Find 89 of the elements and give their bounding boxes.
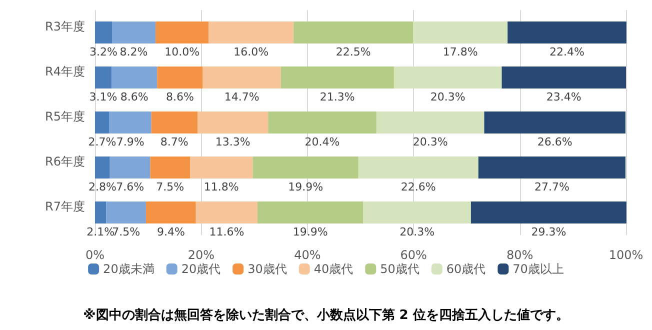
data-label: 2.1% [86,226,115,238]
y-tick-label: R4年度 [45,64,85,78]
bar [196,202,258,224]
data-label: 20.3% [400,226,435,238]
bar [95,22,112,44]
bar [394,66,502,88]
data-label: 7.9% [116,136,144,148]
data-label: 22.6% [400,180,436,194]
data-label: 13.3% [215,136,250,148]
data-label: 27.7% [534,180,570,194]
data-label: 23.4% [546,90,582,104]
data-label: 19.9% [292,226,328,238]
bar [95,156,110,178]
bar [95,66,112,88]
data-label: 11.8% [204,180,239,194]
text: ※図中の割合は無回答を除いた割合で、小数点以下第 2 位を四捨五入した値です。 [83,307,569,323]
data-label: 10.0% [164,46,200,58]
bar [268,112,376,134]
bar [156,22,209,44]
bar [294,22,414,44]
data-label: 21.3% [320,90,355,104]
data-label: 17.8% [442,46,478,58]
data-label: 3.1% [89,90,118,104]
bar [111,66,158,88]
y-tick-label: R6年度 [45,154,85,168]
bar [112,22,156,44]
data-label: 7.5% [156,180,184,194]
legend-label: 20歳代 [181,262,221,276]
bar [106,202,146,224]
data-label: 22.4% [550,46,584,58]
data-label: 7.6% [116,180,144,194]
bar [252,156,358,178]
data-label: 20.3% [412,136,448,148]
data-label: 14.7% [224,90,260,104]
data-label: 16.0% [234,46,269,58]
bar [208,22,294,44]
x-tick-label: 40% [294,248,321,262]
bar [257,202,364,224]
bar [95,202,106,224]
data-label: 20.3% [430,90,466,104]
bar [484,112,626,134]
data-label: 3.2% [90,46,118,58]
bar [110,156,150,178]
y-tick-label: R5年度 [45,110,85,124]
legend-label: 30歳代 [248,262,287,276]
x-tick-label: 100% [608,248,644,262]
data-label: 11.6% [209,226,244,238]
bar [151,112,198,134]
bar [109,112,152,134]
bar [190,156,253,178]
bar [363,202,471,224]
x-tick-label: 80% [506,248,534,262]
bar [95,112,110,134]
bar [146,202,196,224]
x-tick-label: 60% [400,248,427,262]
data-label: 2.8% [88,180,116,194]
bar [478,156,626,178]
data-label: 29.3% [531,226,566,238]
bar [376,112,484,134]
bar [413,22,508,44]
data-label: 8.7% [160,136,188,148]
data-label: 8.6% [166,90,194,104]
data-label: 22.5% [336,46,371,58]
bar [358,156,478,178]
legend-label: 50歳代 [380,262,420,276]
y-tick-label: R3年度 [45,20,85,34]
bar [202,66,281,88]
x-tick-label: 0% [85,248,105,262]
bar [280,66,394,88]
bar [508,22,626,44]
legend-label: 70歳以上 [512,262,564,276]
legend-label: 40歳代 [314,262,354,276]
data-label: 2.7% [88,136,116,148]
data-label: 20.4% [304,136,340,148]
data-label: 8.6% [120,90,148,104]
data-label: 19.9% [288,180,324,194]
data-label: 7.5% [112,226,140,238]
legend-label: 60歳代 [446,262,486,276]
y-tick-label: R7年度 [45,200,85,214]
data-label: 9.4% [156,226,185,238]
legend-label: 20歳未満 [103,262,154,276]
bar [502,66,626,88]
data-label: 8.2% [120,46,148,58]
bar [157,66,203,88]
data-label: 26.6% [537,136,572,148]
bar [197,112,268,134]
x-tick-label: 20% [188,248,215,262]
bar [470,202,626,224]
bar [150,156,190,178]
